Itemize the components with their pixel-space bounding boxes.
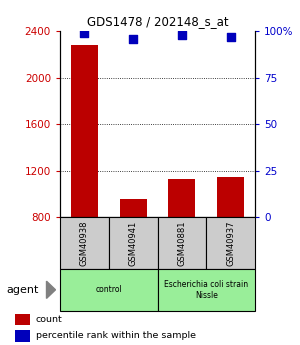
Text: GSM40941: GSM40941 [129,220,138,266]
Bar [158,269,255,310]
Bar [169,179,195,217]
Text: control: control [95,285,122,294]
Bar [15,314,30,325]
Bar [60,217,109,269]
Point [131,36,136,41]
Bar [206,217,255,269]
Text: percentile rank within the sample: percentile rank within the sample [36,332,196,341]
Text: agent: agent [6,285,38,295]
Point [82,30,87,36]
Text: GSM40937: GSM40937 [226,220,235,266]
Bar [217,177,244,217]
Bar [15,331,30,342]
Text: GSM40881: GSM40881 [177,220,186,266]
Title: GDS1478 / 202148_s_at: GDS1478 / 202148_s_at [87,16,228,29]
Bar [158,217,206,269]
Text: Escherichia coli strain
Nissle: Escherichia coli strain Nissle [164,280,248,299]
Bar [60,269,158,310]
Point [179,32,184,38]
Text: GSM40938: GSM40938 [80,220,89,266]
Bar [71,45,98,217]
Bar [120,199,146,217]
Bar [109,217,158,269]
Text: count: count [36,315,62,324]
Point [228,34,233,39]
